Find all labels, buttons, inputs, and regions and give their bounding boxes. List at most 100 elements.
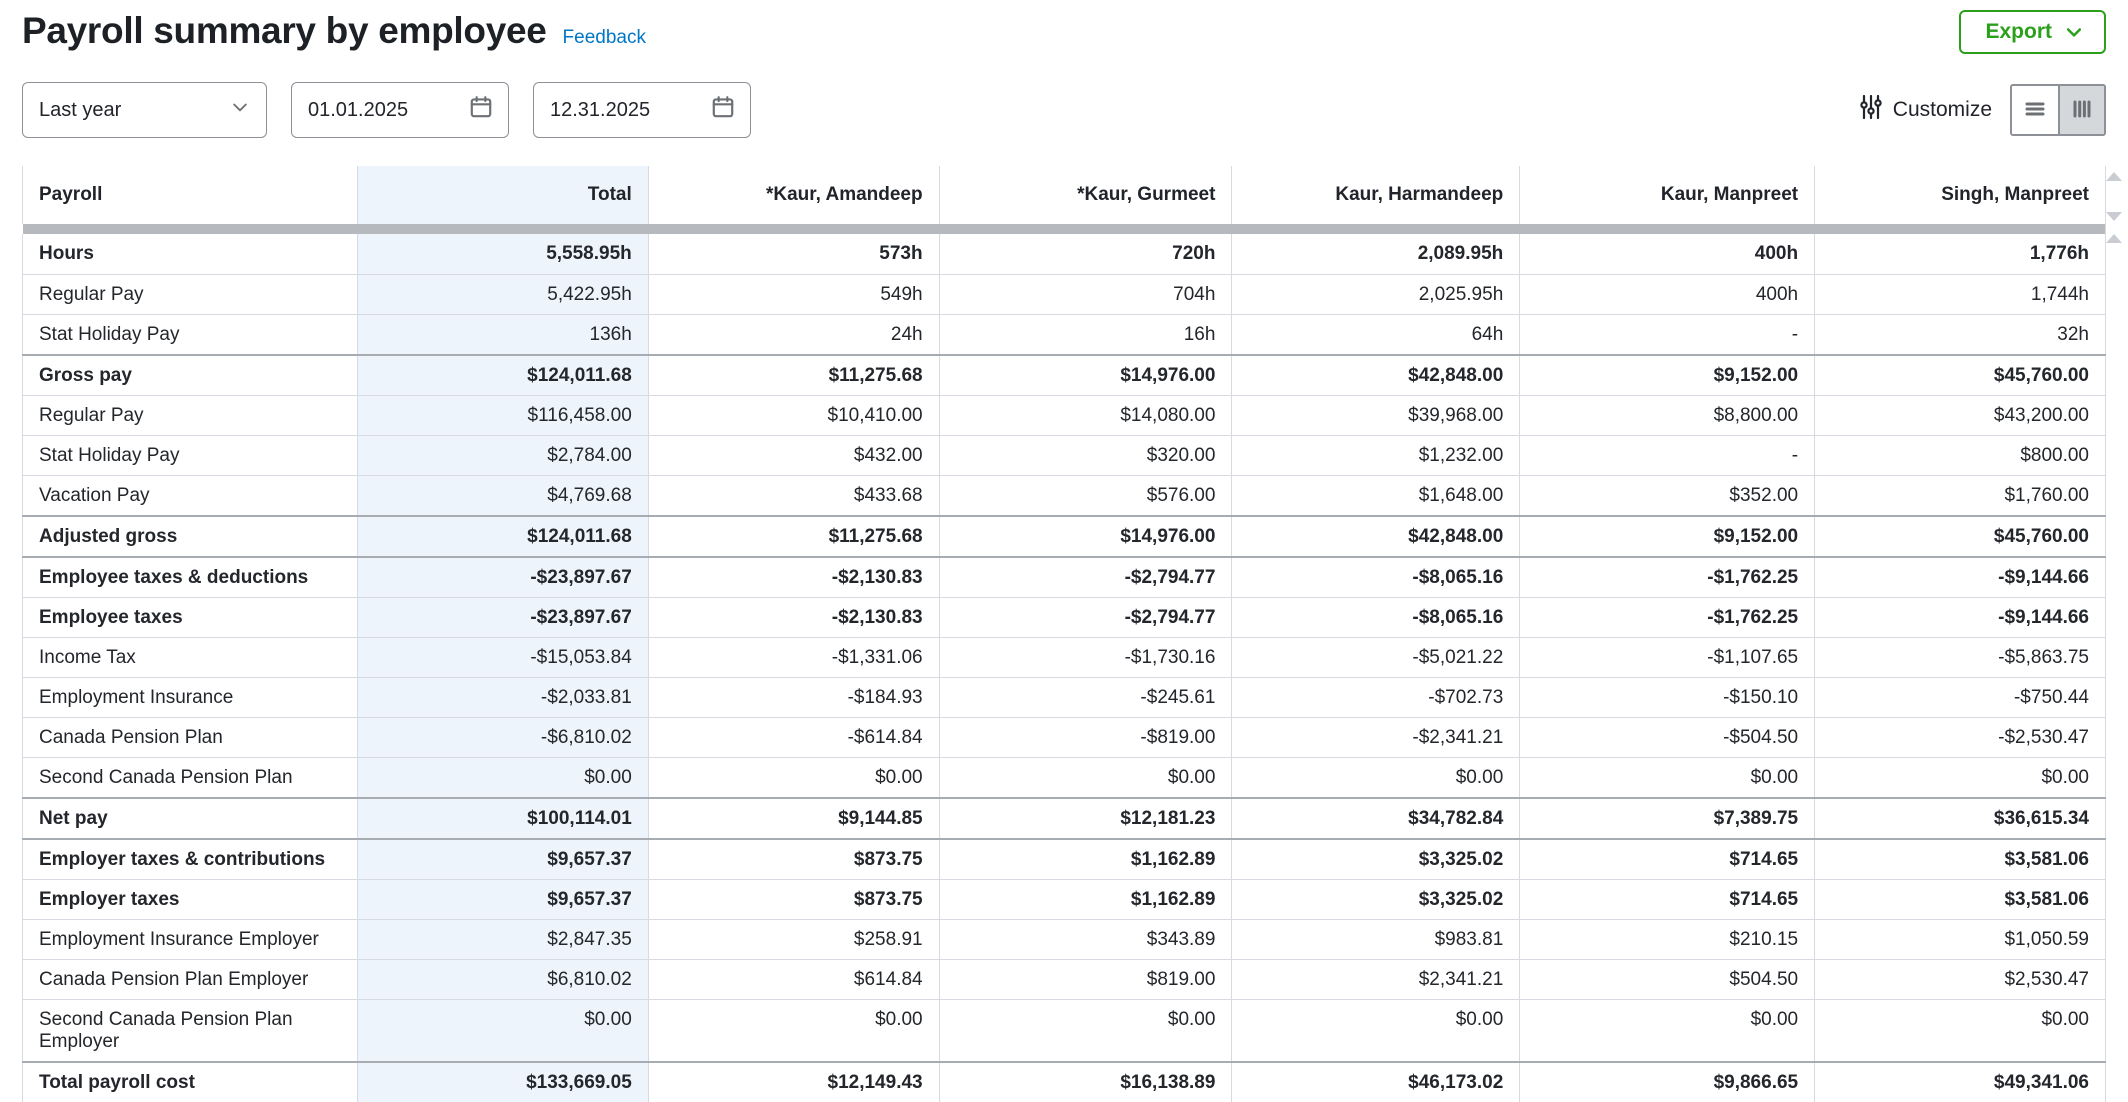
employee-cell: $1,760.00 xyxy=(1814,474,2106,516)
column-view-button[interactable] xyxy=(2058,86,2104,134)
column-header-employee: Kaur, Harmandeep xyxy=(1231,166,1520,224)
employee-cell: $714.65 xyxy=(1519,837,1815,879)
horizontal-scrollbar-row xyxy=(22,224,2106,234)
employee-cell: -$8,065.16 xyxy=(1231,555,1520,597)
sliders-icon xyxy=(1859,94,1883,126)
table-row: Second Canada Pension Plan Employer $0.00… xyxy=(22,998,2106,1062)
employee-cell: $0.00 xyxy=(938,998,1232,1062)
total-cell: $0.00 xyxy=(356,998,649,1062)
row-label: Employer taxes xyxy=(22,878,358,919)
employee-cell: -$2,794.77 xyxy=(938,596,1232,637)
employee-cell: $873.75 xyxy=(647,837,940,879)
table-row: Second Canada Pension Plan $0.00 $0.00 $0.0… xyxy=(22,756,2106,798)
row-label: Employment Insurance xyxy=(22,676,358,717)
employee-cell: 573h xyxy=(647,234,940,274)
employee-cell: $2,341.21 xyxy=(1231,958,1520,999)
customize-label: Customize xyxy=(1892,98,1992,121)
table-row: Net pay $100,114.01 $9,144.85 $12,181.23 $34… xyxy=(22,796,2106,839)
total-cell: -$6,810.02 xyxy=(356,716,649,757)
table-row: Regular Pay 5,422.95h 549h 704h 2,025.95h 400… xyxy=(22,273,2106,314)
table-tools: Customize xyxy=(1859,84,2106,136)
employee-cell: $9,866.65 xyxy=(1519,1060,1815,1102)
total-cell: $124,011.68 xyxy=(356,353,649,395)
scroll-up-arrow[interactable] xyxy=(2106,172,2122,181)
employee-cell: $34,782.84 xyxy=(1231,796,1520,839)
row-label: Employer taxes & contributions xyxy=(22,837,358,879)
start-date-field[interactable] xyxy=(291,82,509,138)
employee-cell: -$1,331.06 xyxy=(647,636,940,677)
horizontal-scrollbar[interactable] xyxy=(22,224,2105,234)
row-label: Employee taxes & deductions xyxy=(22,555,358,597)
table-row: Hours 5,558.95h 573h 720h 2,089.95h 400h 1,776… xyxy=(22,234,2106,274)
employee-cell: $432.00 xyxy=(647,434,940,475)
employee-cell: -$5,021.22 xyxy=(1231,636,1520,677)
table-row: Employment Insurance -$2,033.81 -$184.93 -$… xyxy=(22,676,2106,717)
employee-cell: $8,800.00 xyxy=(1519,394,1815,435)
end-date-field[interactable] xyxy=(533,82,751,138)
export-button[interactable]: Export xyxy=(1959,10,2106,54)
row-label: Vacation Pay xyxy=(22,474,358,516)
employee-cell: -$504.50 xyxy=(1519,716,1815,757)
employee-cell: $0.00 xyxy=(938,756,1232,798)
start-date-input[interactable] xyxy=(308,98,438,122)
row-label: Adjusted gross xyxy=(22,514,358,557)
row-label: Canada Pension Plan xyxy=(22,716,358,757)
employee-cell: 1,776h xyxy=(1814,234,2106,274)
total-cell: 5,422.95h xyxy=(356,273,649,314)
total-cell: $116,458.00 xyxy=(356,394,649,435)
table-row: Vacation Pay $4,769.68 $433.68 $576.00 $1,64… xyxy=(22,474,2106,516)
row-label: Income Tax xyxy=(22,636,358,677)
calendar-icon xyxy=(468,94,494,126)
row-label: Employee taxes xyxy=(22,596,358,637)
employee-cell: -$5,863.75 xyxy=(1814,636,2106,677)
employee-cell: $9,152.00 xyxy=(1519,353,1815,395)
row-label: Employment Insurance Employer xyxy=(22,918,358,959)
column-header-employee: *Kaur, Gurmeet xyxy=(938,166,1232,224)
employee-cell: $7,389.75 xyxy=(1519,796,1815,839)
employee-cell: $3,325.02 xyxy=(1231,878,1520,919)
employee-cell: -$750.44 xyxy=(1814,676,2106,717)
total-cell: $2,784.00 xyxy=(356,434,649,475)
customize-button[interactable]: Customize xyxy=(1859,94,1992,126)
date-range-select[interactable]: Last year xyxy=(22,82,267,138)
employee-cell: -$2,130.83 xyxy=(647,555,940,597)
end-date-input[interactable] xyxy=(550,98,680,122)
employee-cell: 720h xyxy=(938,234,1232,274)
total-cell: $4,769.68 xyxy=(356,474,649,516)
employee-cell: $0.00 xyxy=(1519,998,1815,1062)
row-label: Gross pay xyxy=(22,353,358,395)
employee-cell: $14,976.00 xyxy=(938,353,1232,395)
row-label: Net pay xyxy=(22,796,358,839)
scroll-up-arrow[interactable] xyxy=(2106,234,2122,243)
employee-cell: -$702.73 xyxy=(1231,676,1520,717)
employee-cell: $1,162.89 xyxy=(938,837,1232,879)
employee-cell: $3,325.02 xyxy=(1231,837,1520,879)
employee-cell: $2,530.47 xyxy=(1814,958,2106,999)
row-view-button[interactable] xyxy=(2012,86,2058,134)
row-label: Stat Holiday Pay xyxy=(22,434,358,475)
feedback-link[interactable]: Feedback xyxy=(562,27,646,48)
table-row: Employee taxes & deductions -$23,897.67 -$… xyxy=(22,555,2106,597)
payroll-table: Payroll Total *Kaur, Amandeep *Kaur, Gurme… xyxy=(22,166,2106,1102)
employee-cell: 2,089.95h xyxy=(1231,234,1520,274)
row-label: Canada Pension Plan Employer xyxy=(22,958,358,999)
row-label: Second Canada Pension Plan Employer xyxy=(22,998,358,1062)
title-row: Payroll summary by employee Feedback Exp… xyxy=(22,10,2106,62)
employee-cell: $0.00 xyxy=(647,998,940,1062)
employee-cell: $0.00 xyxy=(647,756,940,798)
employee-cell: $873.75 xyxy=(647,878,940,919)
total-cell: -$2,033.81 xyxy=(356,676,649,717)
employee-cell: -$2,341.21 xyxy=(1231,716,1520,757)
employee-cell: $1,232.00 xyxy=(1231,434,1520,475)
total-cell: $100,114.01 xyxy=(356,796,649,839)
employee-cell: $1,162.89 xyxy=(938,878,1232,919)
employee-cell: -$1,730.16 xyxy=(938,636,1232,677)
employee-cell: $49,341.06 xyxy=(1814,1060,2106,1102)
table-row: Employment Insurance Employer $2,847.35 $2… xyxy=(22,918,2106,959)
employee-cell: $0.00 xyxy=(1231,756,1520,798)
table-row: Stat Holiday Pay 136h 24h 16h 64h -32h xyxy=(22,313,2106,355)
scroll-down-arrow[interactable] xyxy=(2106,212,2122,221)
employee-cell: -$1,762.25 xyxy=(1519,555,1815,597)
employee-cell: -$2,794.77 xyxy=(938,555,1232,597)
